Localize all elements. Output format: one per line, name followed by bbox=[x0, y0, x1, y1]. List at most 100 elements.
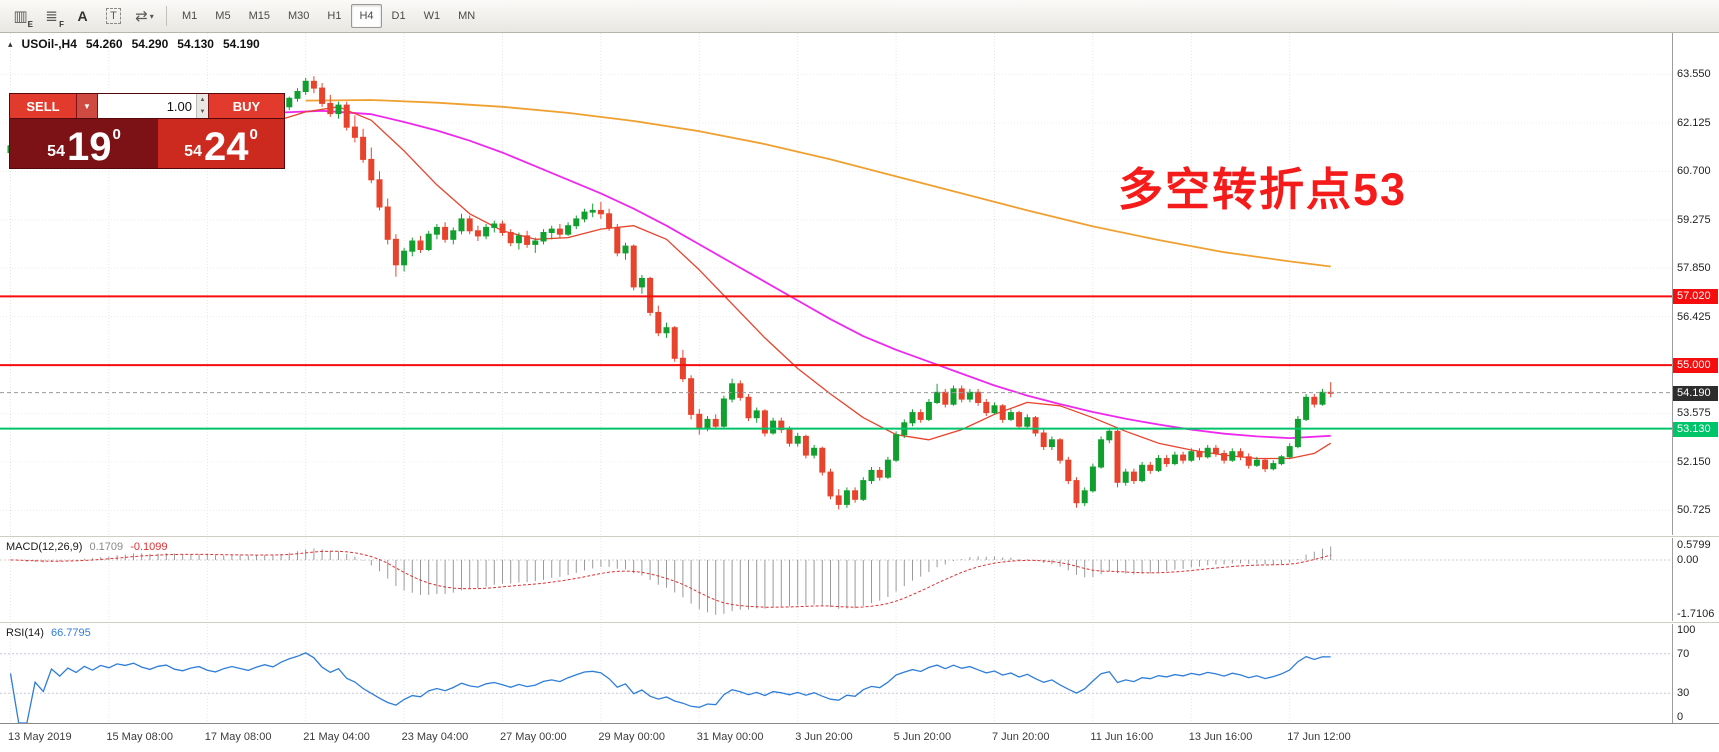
timeframe-button-m1[interactable]: M1 bbox=[182, 10, 198, 22]
time-tick-label: 17 May 08:00 bbox=[204, 731, 272, 743]
price-tick-label: 59.275 bbox=[1677, 213, 1711, 226]
rsi-indicator-label: RSI(14) 66.7795 bbox=[6, 627, 95, 639]
slow-ma-orange bbox=[305, 99, 1331, 268]
bid-big-digits: 19 bbox=[66, 125, 112, 170]
rsi-tick-label: 100 bbox=[1677, 624, 1696, 636]
bid-prefix: 54 bbox=[47, 143, 65, 160]
macd-chart[interactable] bbox=[0, 538, 1672, 621]
rsi-axis[interactable]: 100 70 30 0 bbox=[1672, 624, 1719, 723]
price-line-label-55.000: 55.000 bbox=[1673, 358, 1718, 374]
price-tick-label: 60.700 bbox=[1677, 165, 1711, 178]
bid-ask-row: 54 19 0 54 24 0 bbox=[10, 118, 284, 168]
macd-main-value: 0.1709 bbox=[89, 541, 124, 553]
rsi-tick-label: 70 bbox=[1677, 647, 1690, 660]
chart-annotation-text: 多空转折点53 bbox=[1118, 164, 1408, 215]
time-tick-label: 11 Jun 16:00 bbox=[1090, 731, 1154, 743]
volume-spinner: ▲ ▼ bbox=[196, 94, 208, 118]
object-arrange-icon[interactable]: ⇄ ▾ bbox=[135, 8, 154, 25]
macd-panel: MACD(12,26,9) 0.1709 -0.1099 0.5799 0.00 -… bbox=[0, 538, 1719, 621]
price-line-label-54.190: 54.190 bbox=[1673, 385, 1718, 401]
price-line-label-53.130: 53.130 bbox=[1673, 421, 1718, 437]
chart-ohlc-header: ▴ USOil-,H4 54.260 54.290 54.130 54.190 bbox=[8, 37, 260, 51]
ask-sup-digit: 0 bbox=[249, 126, 258, 143]
time-tick-label: 7 Jun 20:00 bbox=[992, 731, 1050, 743]
rsi-value: 66.7795 bbox=[50, 627, 91, 639]
price-tick-label: 52.150 bbox=[1677, 455, 1711, 468]
sell-button[interactable]: SELL bbox=[10, 94, 76, 118]
price-tick-label: 62.125 bbox=[1677, 116, 1711, 129]
medium-ma-magenta bbox=[10, 109, 1331, 439]
rsi-tick-label: 0 bbox=[1677, 711, 1684, 723]
price-axis[interactable]: 63.550 62.125 60.700 59.275 57.850 56.425 55.0… bbox=[1672, 33, 1719, 535]
toolbar-separator bbox=[166, 6, 167, 26]
rsi-name: RSI(14) bbox=[6, 627, 44, 639]
timeframe-button-m5[interactable]: M5 bbox=[215, 10, 231, 22]
price-line-label-57.020: 57.020 bbox=[1673, 289, 1718, 305]
ohlc-close: 54.190 bbox=[222, 37, 260, 51]
one-click-trade-widget: SELL ▼ ▲ ▼ BUY 54 19 0 54 bbox=[9, 93, 285, 169]
font-tool-icon[interactable]: A bbox=[77, 8, 88, 24]
panel-resize-handle[interactable] bbox=[0, 535, 1719, 538]
price-chart-panel: ▴ USOil-,H4 54.260 54.290 54.130 54.190 … bbox=[0, 33, 1719, 535]
ohlc-high: 54.290 bbox=[131, 37, 169, 51]
time-tick-label: 21 May 04:00 bbox=[303, 731, 370, 743]
timeframe-button-mn[interactable]: MN bbox=[458, 10, 476, 22]
macd-tick-label: -1.7106 bbox=[1677, 608, 1715, 620]
ask-prefix: 54 bbox=[184, 143, 202, 160]
timeframe-button-w1[interactable]: W1 bbox=[423, 10, 441, 22]
time-axis[interactable]: 13 May 2019 15 May 08:00 17 May 08:00 21 Ma… bbox=[0, 723, 1719, 752]
symbol-marker-icon: ▴ bbox=[8, 39, 13, 49]
timeframe-button-m15[interactable]: M15 bbox=[248, 10, 270, 22]
time-tick-label: 13 Jun 16:00 bbox=[1188, 731, 1253, 743]
time-tick-label: 29 May 00:00 bbox=[598, 731, 666, 743]
rsi-tick-label: 30 bbox=[1677, 687, 1690, 700]
volume-input[interactable] bbox=[98, 94, 196, 118]
timeframe-button-m30[interactable]: M30 bbox=[287, 10, 310, 22]
toolbar-icon-group: ▥ E ≣ F A T ⇄ ▾ bbox=[6, 3, 159, 29]
price-tick-label: 53.575 bbox=[1677, 407, 1711, 420]
timeframe-button-d1[interactable]: D1 bbox=[391, 10, 406, 22]
ask-big-digits: 24 bbox=[203, 125, 249, 170]
rsi-chart[interactable] bbox=[0, 624, 1672, 723]
rsi-panel: RSI(14) 66.7795 100 70 30 0 bbox=[0, 624, 1719, 723]
macd-axis[interactable]: 0.5799 0.00 -1.7106 bbox=[1672, 538, 1719, 621]
time-tick-label: 3 Jun 20:00 bbox=[795, 731, 853, 743]
volume-field: ▲ ▼ bbox=[98, 94, 209, 118]
volume-decrease-button[interactable]: ▼ bbox=[197, 106, 208, 118]
macd-signal-value: -0.1099 bbox=[130, 541, 168, 553]
buy-button[interactable]: BUY bbox=[209, 94, 284, 118]
price-tick-label: 57.850 bbox=[1677, 262, 1711, 275]
timeframe-button-h4[interactable]: H4 bbox=[351, 4, 382, 28]
symbol-period-label: USOil-,H4 bbox=[21, 37, 77, 51]
macd-tick-label: 0.00 bbox=[1677, 553, 1699, 566]
ohlc-open: 54.260 bbox=[85, 37, 123, 51]
macd-indicator-label: MACD(12,26,9) 0.1709 -0.1099 bbox=[6, 541, 172, 553]
timeframe-button-h1[interactable]: H1 bbox=[327, 10, 342, 22]
ask-price[interactable]: 54 24 0 bbox=[158, 119, 284, 168]
time-tick-label: 27 May 00:00 bbox=[500, 731, 567, 743]
script-chart-icon[interactable]: ≣ F bbox=[45, 8, 64, 29]
time-tick-label: 17 Jun 12:00 bbox=[1287, 731, 1351, 743]
macd-name: MACD(12,26,9) bbox=[6, 541, 83, 553]
time-tick-label: 15 May 08:00 bbox=[106, 731, 174, 743]
price-tick-label: 50.725 bbox=[1677, 504, 1711, 517]
text-label-tool-icon[interactable]: T bbox=[99, 3, 128, 29]
price-tick-label: 63.550 bbox=[1677, 68, 1711, 81]
time-tick-label: 31 May 00:00 bbox=[696, 731, 764, 743]
volume-increase-button[interactable]: ▲ bbox=[197, 94, 208, 106]
volume-dropdown-button[interactable]: ▼ bbox=[76, 94, 98, 118]
price-tick-label: 56.425 bbox=[1677, 310, 1711, 323]
time-tick-label: 5 Jun 20:00 bbox=[893, 731, 952, 743]
time-tick-label: 13 May 2019 bbox=[8, 731, 72, 743]
trade-controls-row: SELL ▼ ▲ ▼ BUY bbox=[10, 94, 284, 118]
expert-chart-icon[interactable]: ▥ E bbox=[13, 8, 33, 29]
bid-price[interactable]: 54 19 0 bbox=[10, 119, 158, 168]
ohlc-low: 54.130 bbox=[177, 37, 214, 51]
macd-tick-label: 0.5799 bbox=[1677, 539, 1711, 551]
bid-sup-digit: 0 bbox=[112, 126, 121, 143]
toolbar: ▥ E ≣ F A T ⇄ ▾ M1 M5 M15 M30 H1 H4 D1 W1 MN bbox=[0, 0, 1719, 33]
time-tick-label: 23 May 04:00 bbox=[401, 731, 469, 743]
panel-resize-handle[interactable] bbox=[0, 621, 1719, 624]
timeframe-button-group: M1 M5 M15 M30 H1 H4 D1 W1 MN bbox=[174, 4, 483, 28]
